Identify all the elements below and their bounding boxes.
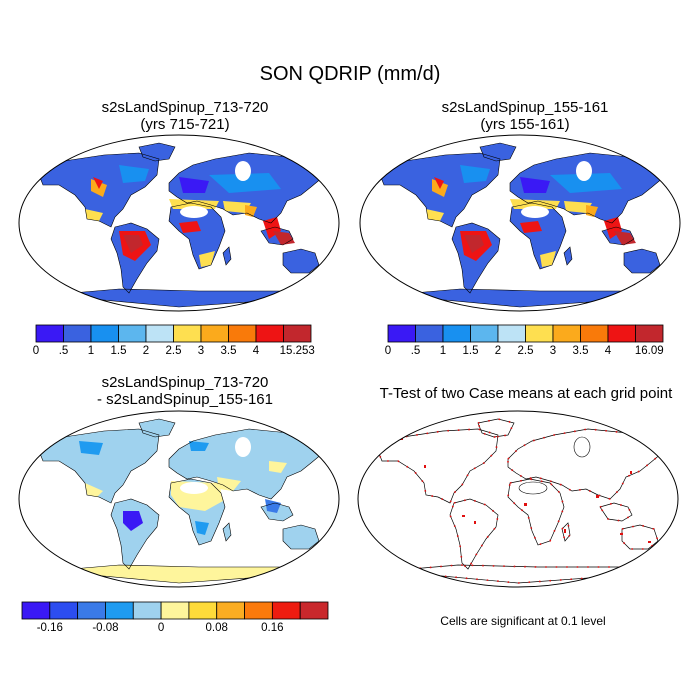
- colorbar-case2-box-2: [442, 324, 471, 343]
- colorbar-case2-box-1: [415, 324, 444, 343]
- colorbar-case2-label-7: 3.5: [572, 345, 589, 357]
- colorbar-diff-box-6: [188, 601, 218, 620]
- main-title: SON QDRIP (mm/d): [259, 63, 441, 85]
- colorbar-case1-label-6: 3: [197, 345, 205, 357]
- colorbar-case1-box-1: [63, 324, 92, 343]
- colorbar-case1-box-7: [228, 324, 257, 343]
- colorbar-case1-label-8: 4: [252, 345, 260, 357]
- panel-title-diff-line1: s2sLandSpinup_713-720: [101, 374, 269, 391]
- colorbar-case2-label-8: 4: [604, 345, 612, 357]
- colorbar-case1-box-6: [200, 324, 229, 343]
- colorbar-case2-box-8: [607, 324, 636, 343]
- colorbar-case2-box-0: [387, 324, 416, 343]
- colorbar-case2-label-3: 1.5: [462, 345, 479, 357]
- colorbar-case1-box-8: [255, 324, 284, 343]
- colorbar-diff-label-3: 0.08: [205, 622, 228, 634]
- colorbar-case2-label-4: 2: [494, 345, 502, 357]
- colorbar-case2-label-1: .5: [410, 345, 421, 357]
- colorbar-case1-label-2: 1: [87, 345, 95, 357]
- colorbar-case1-label-5: 2.5: [165, 345, 182, 357]
- colorbar-case2-label-0: 0: [384, 345, 392, 357]
- colorbar-case1-box-2: [90, 324, 119, 343]
- colorbar-diff-box-1: [49, 601, 79, 620]
- colorbar-diff-box-9: [271, 601, 301, 620]
- colorbar-diff-box-10: [299, 601, 329, 620]
- colorbar-case2-label-9: 16.09: [634, 345, 664, 357]
- colorbar-case1-label-7: 3.5: [220, 345, 237, 357]
- colorbar-diff-box-8: [244, 601, 273, 620]
- panel-title-ttest-line1: T-Test of two Case means at each grid po…: [379, 385, 673, 402]
- colorbar-case1-label-0: 0: [32, 345, 40, 357]
- colorbar-case2-label-2: 1: [439, 345, 447, 357]
- colorbar-diff-label-4: 0.16: [261, 622, 284, 634]
- map-diff: [18, 410, 340, 588]
- colorbar-case1-box-0: [35, 324, 64, 343]
- panel-title-diff: s2sLandSpinup_713-720 - s2sLandSpinup_15…: [20, 374, 350, 408]
- colorbar-diff-box-4: [132, 601, 162, 620]
- colorbar-case1-label-4: 2: [142, 345, 150, 357]
- colorbar-case2-box-3: [470, 324, 499, 343]
- colorbar-case2-box-6: [552, 324, 581, 343]
- colorbar-case2: [387, 324, 664, 343]
- colorbar-diff-box-7: [216, 601, 245, 620]
- colorbar-case1-label-9: 15.253: [279, 345, 315, 357]
- colorbar-case2-box-5: [525, 324, 554, 343]
- panel-title-case2: s2sLandSpinup_155-161 (yrs 155-161): [360, 99, 690, 133]
- panel-title-case1: s2sLandSpinup_713-720 (yrs 715-721): [20, 99, 350, 133]
- colorbar-case2-box-7: [580, 324, 609, 343]
- colorbar-case1: [35, 324, 312, 343]
- ttest-note: Cells are significant at 0.1 level: [440, 614, 606, 628]
- panel-title-diff-line2: - s2sLandSpinup_155-161: [97, 391, 273, 408]
- colorbar-diff-box-5: [160, 601, 190, 620]
- panel-title-case1-line1: s2sLandSpinup_713-720: [101, 99, 269, 116]
- colorbar-case1-label-1: .5: [58, 345, 69, 357]
- colorbar-diff: [21, 601, 329, 620]
- colorbar-diff-label-1: -0.08: [92, 622, 119, 634]
- colorbar-case2-label-6: 3: [549, 345, 557, 357]
- colorbar-diff-box-3: [105, 601, 134, 620]
- colorbar-diff-label-0: -0.16: [36, 622, 63, 634]
- panel-title-case1-line2: (yrs 715-721): [140, 116, 230, 133]
- colorbar-case1-box-4: [145, 324, 174, 343]
- colorbar-case2-label-5: 2.5: [517, 345, 534, 357]
- colorbar-case2-box-9: [635, 324, 664, 343]
- map-case1: [18, 134, 340, 312]
- colorbar-case2-box-4: [497, 324, 526, 343]
- map-case2: [359, 134, 681, 312]
- colorbar-case1-box-5: [173, 324, 202, 343]
- colorbar-case1-label-3: 1.5: [110, 345, 127, 357]
- panel-title-ttest: T-Test of two Case means at each grid po…: [352, 385, 700, 402]
- colorbar-case1-box-3: [118, 324, 147, 343]
- colorbar-case1-box-9: [283, 324, 312, 343]
- panel-title-case2-line2: (yrs 155-161): [480, 116, 570, 133]
- colorbar-diff-label-2: 0: [157, 622, 165, 634]
- panel-title-case2-line1: s2sLandSpinup_155-161: [441, 99, 609, 116]
- significant-cells: [400, 437, 651, 543]
- colorbar-diff-box-0: [21, 601, 51, 620]
- colorbar-diff-box-2: [77, 601, 106, 620]
- map-ttest: [357, 410, 679, 588]
